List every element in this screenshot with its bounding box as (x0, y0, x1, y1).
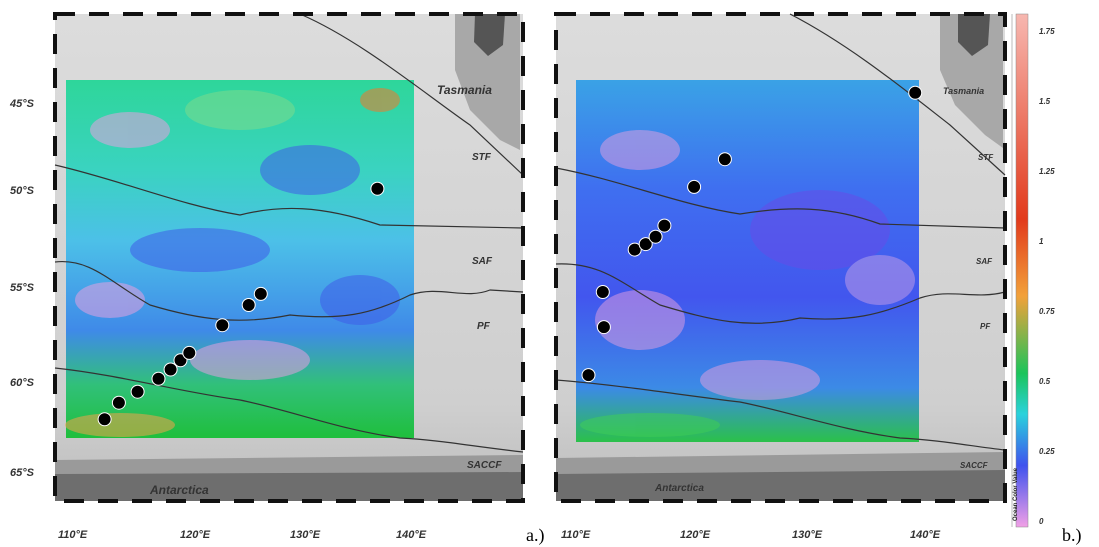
colorbar-tick: 0 (1039, 517, 1044, 526)
panel-b-stf-line (789, 13, 1006, 176)
station-point (657, 218, 672, 233)
panel-b-antarctica-label: Antarctica (654, 483, 704, 494)
panel-a-saf-line (54, 164, 524, 229)
colorbar-tick: 0.5 (1039, 377, 1051, 386)
lat-tick: 50°S (10, 185, 35, 197)
panel-b-saf-label: SAF (976, 257, 993, 266)
station-point (627, 242, 642, 257)
panel-b-tasmania-label: Tasmania (943, 86, 984, 96)
lon-tick: 120°E (180, 529, 211, 541)
panel-b-saccf-line (555, 379, 1006, 451)
panel-a-stf-label: STF (472, 152, 492, 163)
lat-tick: 60°S (10, 377, 35, 389)
panel-b-label: b.) (1062, 525, 1082, 546)
lon-tick: 130°E (792, 529, 823, 541)
station-point (717, 152, 732, 167)
lat-tick: 65°S (10, 467, 35, 479)
station-point (908, 85, 923, 100)
station-point (370, 181, 385, 196)
station-point (215, 318, 230, 333)
colorbar-tick: 1.25 (1039, 167, 1055, 176)
station-point (163, 362, 178, 377)
panel-a-tasmania-label: Tasmania (437, 83, 492, 97)
colorbar-tick: 1.5 (1039, 97, 1051, 106)
lon-tick: 140°E (910, 529, 941, 541)
station-point (596, 320, 611, 335)
station-point (111, 395, 126, 410)
station-point (638, 237, 653, 252)
colorbar-tick: 1 (1039, 237, 1044, 246)
lat-tick: 55°S (10, 282, 35, 294)
panel-b-pf-line (555, 263, 1006, 324)
panel-b-antarctica-shelf (556, 452, 1005, 474)
panel-a-pf-label: PF (477, 321, 491, 332)
station-point (581, 368, 596, 383)
panel-b-texture (580, 130, 915, 437)
station-point (97, 412, 112, 427)
panel-a-label: a.) (526, 525, 544, 546)
panel-b-front-lines (555, 13, 1006, 451)
station-point (130, 384, 145, 399)
panel-b-pf-label: PF (980, 322, 991, 331)
colorbar: Ocean Color Value 1.75 1.5 1.25 1 0.75 0… (1011, 13, 1055, 528)
panel-a-stf-line (299, 13, 524, 176)
panel-a-pf-line (54, 260, 524, 321)
panel-a-stations (97, 181, 385, 427)
colorbar-title: Ocean Color Value (1013, 467, 1019, 521)
panel-b-tasmania-land (940, 14, 1003, 148)
colorbar-ramp (1015, 13, 1029, 528)
panel-a-tasmania-land (455, 14, 520, 150)
station-point (241, 298, 256, 312)
panel-b-stf-label: STF (978, 153, 994, 162)
colorbar-tick: 0.75 (1039, 307, 1055, 316)
lon-tick: 120°E (680, 529, 711, 541)
panel-a-antarctica-shelf (55, 455, 523, 474)
station-point (687, 179, 702, 194)
station-point (182, 345, 197, 360)
panel-a-front-lines (54, 13, 524, 453)
panel-a-saccf-label: SACCF (467, 460, 502, 471)
lon-tick: 110°E (58, 529, 88, 541)
panel-a-tasmania-island (474, 14, 505, 56)
station-point (648, 229, 663, 244)
panel-a-saccf-line (54, 367, 524, 453)
panel-a-antarctica-label: Antarctica (149, 483, 209, 497)
panel-b: Tasmania Antarctica STF SAF PF SACCF 110… (554, 12, 1007, 541)
panel-b-saf-line (555, 167, 1006, 229)
panel-b-stations (581, 85, 923, 383)
lon-tick: 110°E (561, 529, 591, 541)
colorbar-tick: 1.75 (1039, 27, 1055, 36)
panel-a-texture (65, 88, 400, 437)
panel-a: Tasmania Antarctica STF SAF PF SACCF 45°… (9, 12, 544, 546)
panel-a-saf-label: SAF (472, 256, 493, 267)
panel-a-frame (53, 12, 525, 503)
colorbar-tick: 0.25 (1039, 447, 1055, 456)
panel-b-saccf-label: SACCF (960, 461, 989, 470)
lon-tick: 140°E (396, 529, 427, 541)
station-point (595, 285, 610, 299)
panel-b-frame (554, 12, 1007, 503)
station-point (253, 286, 268, 301)
station-point (151, 371, 166, 386)
lon-tick: 130°E (290, 529, 321, 541)
lat-tick: 45°S (9, 98, 35, 110)
panel-b-tasmania-island (958, 14, 990, 56)
